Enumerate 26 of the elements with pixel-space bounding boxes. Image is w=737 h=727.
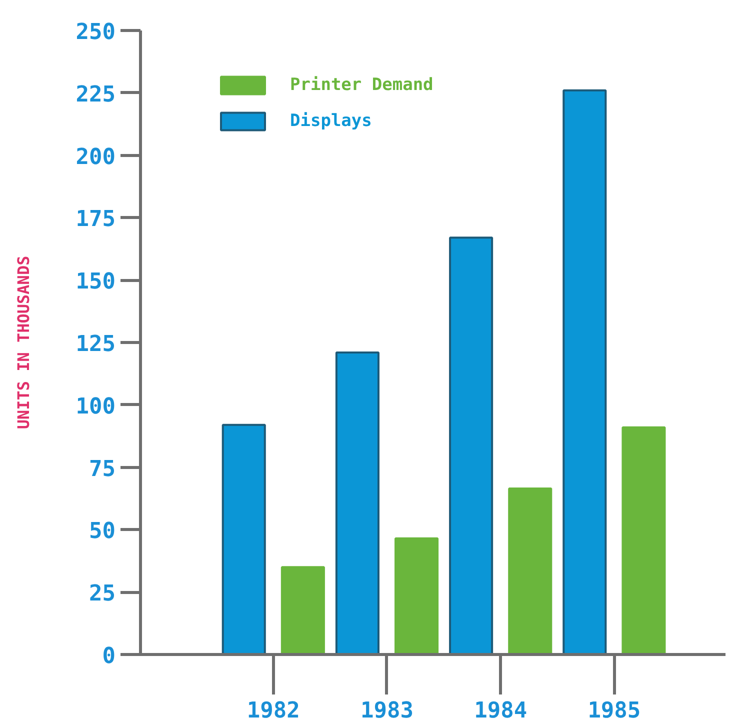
y-tick-label: 175 (76, 207, 116, 232)
bar (394, 537, 439, 654)
x-tick-label: 1983 (360, 698, 414, 724)
legend-label: Displays (290, 111, 372, 131)
bar (280, 566, 325, 654)
bar (562, 89, 607, 654)
y-tick-label: 125 (76, 332, 116, 357)
x-tick-label: 1982 (246, 698, 300, 724)
bar (449, 236, 494, 654)
y-tick-label: 50 (89, 519, 116, 544)
y-tick-label: 100 (76, 394, 116, 420)
y-tick-label: 0 (102, 644, 116, 669)
y-axis-title: UNITS IN THOUSANDS (14, 256, 33, 430)
y-tick-label: 75 (89, 456, 116, 482)
bar (335, 351, 380, 654)
legend-label: Printer Demand (290, 75, 434, 95)
y-tick-label: 25 (89, 582, 116, 607)
y-tick-label: 200 (76, 144, 116, 170)
x-tick-label: 1984 (474, 698, 528, 724)
y-tick-label: 150 (76, 270, 116, 295)
y-tick-label: 250 (76, 20, 116, 45)
bar (222, 424, 266, 654)
bar (622, 426, 666, 654)
y-tick-label: 225 (76, 82, 116, 108)
bar (508, 488, 552, 654)
x-tick-label: 1985 (588, 698, 641, 724)
